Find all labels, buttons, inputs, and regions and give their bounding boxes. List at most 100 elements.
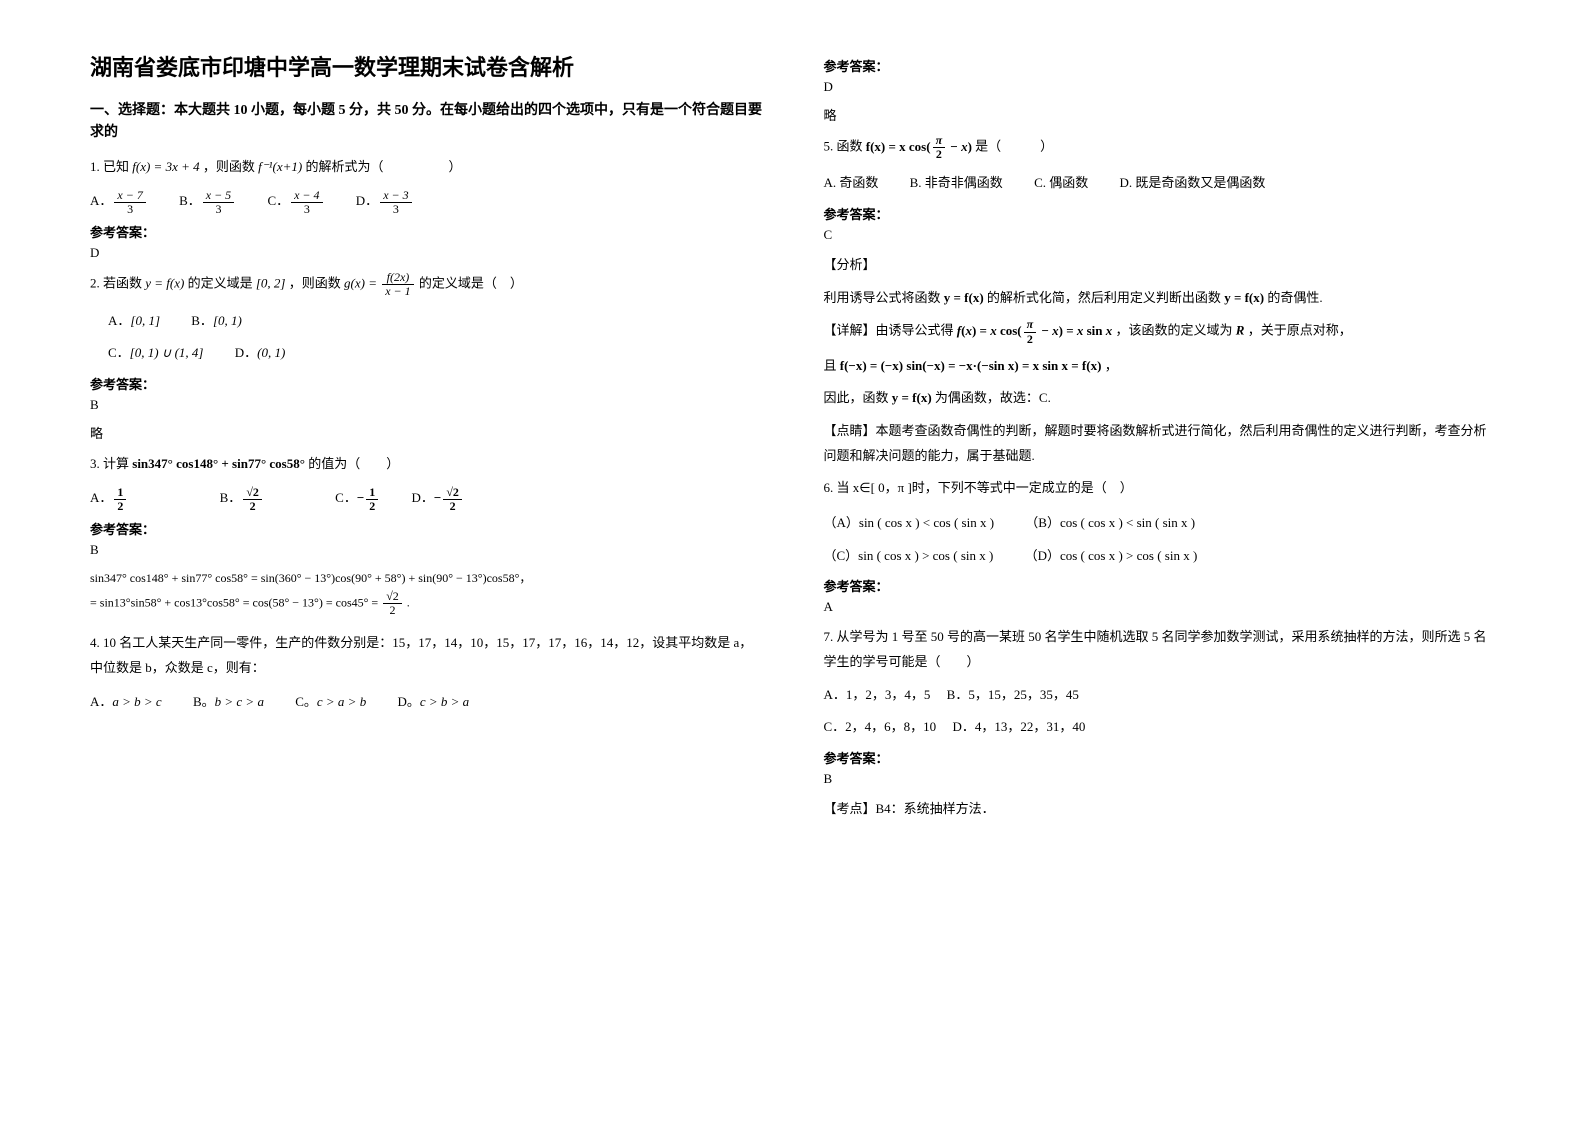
q7-row1: A．1，2，3，4，5 B．5，15，25，35，45 bbox=[824, 683, 1498, 708]
q3-C-pre: − bbox=[357, 490, 364, 505]
q1-stem: 1. 已知 f(x) = 3x + 4 ，则函数 f⁻¹(x+1) 的解析式为（… bbox=[90, 155, 764, 180]
q6-D: （D）cos ( cos x ) > cos ( sin x ) bbox=[1025, 542, 1198, 571]
q6-row1: （A）sin ( cos x ) < cos ( sin x ) （B）cos … bbox=[824, 509, 1498, 538]
q5-b: 是（ ） bbox=[975, 139, 1053, 154]
q5-因此: 因此，函数 y = f(x) 为偶函数，故选：C. bbox=[824, 386, 1498, 411]
q3-C-den: 2 bbox=[366, 500, 378, 513]
q5-详解b: ，该函数的定义域为 bbox=[1116, 323, 1233, 338]
q1-D-den: 3 bbox=[380, 203, 411, 216]
q3-work2: = sin13°sin58° + cos13°cos58° = cos(58° … bbox=[90, 590, 764, 617]
q3-A-num: 1 bbox=[114, 486, 126, 500]
q3-work2-den: 2 bbox=[383, 604, 402, 617]
right-column: 参考答案： D 略 5. 函数 f(x) = x cos(π2 − x) 是（ … bbox=[824, 50, 1498, 830]
q2-d: 的定义域是（ ） bbox=[419, 276, 523, 291]
q5-详解: 【详解】由诱导公式得 f(x) = x cos(π2 − x) = x sin … bbox=[824, 318, 1498, 345]
q1-text-c: 的解析式为（ ） bbox=[305, 159, 461, 174]
q1-B-den: 3 bbox=[203, 203, 234, 216]
q2-options-row2: C．[0, 1) ∪ (1, 4] D．(0, 1) bbox=[108, 339, 764, 368]
q5-D: D. 既是奇函数又是偶函数 bbox=[1119, 169, 1265, 198]
q3-work1: sin347° cos148° + sin77° cos58° = sin(36… bbox=[90, 568, 764, 590]
q2-D: (0, 1) bbox=[257, 345, 285, 360]
q1-options: A．x − 73 B．x − 53 C．x − 43 D．x − 33 bbox=[90, 187, 764, 216]
q1-text-b: ，则函数 bbox=[203, 159, 255, 174]
q5-详解eq: f(x) = x cos(π2 − x) = x sin x bbox=[957, 323, 1113, 338]
q6-B: （B）cos ( cos x ) < sin ( sin x ) bbox=[1025, 509, 1195, 538]
q2-略: 略 bbox=[90, 423, 764, 442]
q5-fminus: f(−x) = (−x) sin(−x) = −x·(−sin x) = x s… bbox=[840, 358, 1102, 373]
q1-C-num: x − 4 bbox=[291, 189, 322, 203]
q3-ans: B bbox=[90, 542, 764, 558]
q7-C: C．2，4，6，8，10 bbox=[824, 719, 937, 734]
q7-stem: 7. 从学号为 1 号至 50 号的高一某班 50 名学生中随机选取 5 名同学… bbox=[824, 625, 1498, 674]
q1-A-den: 3 bbox=[114, 203, 145, 216]
q2-a: 2. 若函数 bbox=[90, 276, 142, 291]
q1-B-num: x − 5 bbox=[203, 189, 234, 203]
q1-ans-label: 参考答案： bbox=[90, 222, 764, 241]
q3-options: A．12 B．√22 C．−12 D．−√22 bbox=[90, 484, 764, 513]
q5-分析1a: 利用诱导公式将函数 bbox=[824, 290, 941, 305]
q6-stem: 6. 当 x∈[ 0，π ]时，下列不等式中一定成立的是（ ） bbox=[824, 476, 1498, 501]
q5-yfx3: y = f(x) bbox=[892, 390, 932, 405]
q1-fx: f(x) = 3x + 4 bbox=[132, 159, 199, 174]
q1-D-num: x − 3 bbox=[380, 189, 411, 203]
q5-分析1: 利用诱导公式将函数 y = f(x) 的解析式化简，然后利用定义判断出函数 y … bbox=[824, 286, 1498, 311]
q7-ans-label: 参考答案： bbox=[824, 748, 1498, 767]
q5-且row: 且 f(−x) = (−x) sin(−x) = −x·(−sin x) = x… bbox=[824, 354, 1498, 379]
q3-ans-label: 参考答案： bbox=[90, 519, 764, 538]
q3-B-num: √2 bbox=[243, 486, 262, 500]
q5-分析1b: 的解析式化简，然后利用定义判断出函数 bbox=[987, 290, 1221, 305]
q5-a: 5. 函数 bbox=[824, 139, 863, 154]
q3-D-num: √2 bbox=[443, 486, 462, 500]
q3-expr: sin347° cos148° + sin77° cos58° bbox=[132, 456, 305, 471]
q1-text-a: 1. 已知 bbox=[90, 159, 129, 174]
q1-finv: f⁻¹(x+1) bbox=[258, 159, 302, 174]
q2-b: 的定义域是 bbox=[188, 276, 253, 291]
q4-D: c > b > a bbox=[420, 694, 469, 709]
q1-ans: D bbox=[90, 245, 764, 261]
q4-C: c > a > b bbox=[317, 694, 366, 709]
q3-work2-num: √2 bbox=[383, 590, 402, 604]
q2-gxl: g(x) = bbox=[344, 276, 377, 291]
q5-fx-a: f(x) = x cos bbox=[866, 139, 926, 154]
q3-B-den: 2 bbox=[243, 500, 262, 513]
q5-ans: C bbox=[824, 227, 1498, 243]
q2-stem: 2. 若函数 y = f(x) 的定义域是 [0, 2] ，则函数 g(x) =… bbox=[90, 271, 764, 298]
q3-stem: 3. 计算 sin347° cos148° + sin77° cos58° 的值… bbox=[90, 452, 764, 477]
q5-A: A. 奇函数 bbox=[824, 169, 879, 198]
q3-b: 的值为（ ） bbox=[308, 456, 399, 471]
q3-work2a: = sin13°sin58° + cos13°cos58° = cos(58° … bbox=[90, 595, 378, 609]
q3-A-den: 2 bbox=[114, 500, 126, 513]
q3-D-pre: − bbox=[434, 490, 441, 505]
q5-且: 且 bbox=[824, 358, 837, 373]
q5-yfx2: y = f(x) bbox=[1224, 290, 1264, 305]
q5-分析h: 【分析】 bbox=[824, 253, 1498, 278]
q5-fx: f(x) = x cos(π2 − x) bbox=[866, 139, 972, 154]
q2-options-row1: A．[0, 1] B．[0, 1) bbox=[108, 307, 764, 336]
section1-head: 一、选择题：本大题共 10 小题，每小题 5 分，共 50 分。在每小题给出的四… bbox=[90, 100, 764, 145]
q2-B: [0, 1) bbox=[213, 313, 242, 328]
q5-详解c: ，关于原点对称， bbox=[1248, 323, 1352, 338]
q4-A: a > b > c bbox=[112, 694, 161, 709]
q2-gx-den: x − 1 bbox=[382, 285, 413, 298]
q5-B: B. 非奇非偶函数 bbox=[910, 169, 1003, 198]
q4-B: b > c > a bbox=[215, 694, 264, 709]
q5-comma: ， bbox=[1105, 358, 1118, 373]
q4-ans: D bbox=[824, 79, 1498, 95]
q6-ans-label: 参考答案： bbox=[824, 576, 1498, 595]
q3-C-num: 1 bbox=[366, 486, 378, 500]
q7-A: A．1，2，3，4，5 bbox=[824, 687, 931, 702]
q5-yfx1: y = f(x) bbox=[944, 290, 984, 305]
q2-dom: [0, 2] bbox=[256, 276, 286, 291]
q5-点睛: 【点睛】本题考查函数奇偶性的判断，解题时要将函数解析式进行简化，然后利用奇偶性的… bbox=[824, 419, 1498, 468]
left-column: 湖南省娄底市印塘中学高一数学理期末试卷含解析 一、选择题：本大题共 10 小题，… bbox=[90, 50, 764, 830]
q5-stem: 5. 函数 f(x) = x cos(π2 − x) 是（ ） bbox=[824, 134, 1498, 161]
q5-C: C. 偶函数 bbox=[1034, 169, 1088, 198]
q7-D: D．4，13，22，31，40 bbox=[952, 719, 1085, 734]
q7-考点: 【考点】B4：系统抽样方法． bbox=[824, 797, 1498, 822]
q7-row2: C．2，4，6，8，10 D．4，13，22，31，40 bbox=[824, 715, 1498, 740]
q3-work2b: . bbox=[407, 595, 410, 609]
q4-stem: 4. 10 名工人某天生产同一零件，生产的件数分别是：15，17，14，10，1… bbox=[90, 631, 764, 680]
q2-gx-num: f(2x) bbox=[382, 271, 413, 285]
q2-c: ，则函数 bbox=[289, 276, 341, 291]
q6-ans: A bbox=[824, 599, 1498, 615]
